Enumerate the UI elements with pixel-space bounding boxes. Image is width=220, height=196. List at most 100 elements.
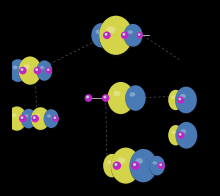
Ellipse shape: [176, 122, 197, 149]
Circle shape: [87, 96, 88, 98]
Ellipse shape: [95, 30, 101, 34]
Circle shape: [34, 67, 41, 74]
Ellipse shape: [31, 107, 51, 131]
Ellipse shape: [106, 26, 116, 33]
Ellipse shape: [136, 158, 143, 164]
Ellipse shape: [21, 109, 37, 129]
Circle shape: [159, 163, 164, 168]
Circle shape: [86, 96, 89, 99]
Circle shape: [21, 68, 24, 72]
Circle shape: [179, 133, 182, 136]
Circle shape: [115, 164, 117, 166]
Ellipse shape: [13, 65, 18, 69]
Ellipse shape: [47, 114, 51, 118]
Circle shape: [105, 33, 108, 36]
Ellipse shape: [130, 149, 157, 182]
Ellipse shape: [175, 86, 198, 114]
Ellipse shape: [11, 113, 17, 117]
Ellipse shape: [168, 90, 183, 110]
Ellipse shape: [176, 122, 198, 150]
Ellipse shape: [129, 149, 158, 184]
Ellipse shape: [37, 60, 53, 82]
Ellipse shape: [9, 59, 27, 83]
Circle shape: [47, 69, 50, 71]
Ellipse shape: [128, 30, 133, 34]
Ellipse shape: [44, 109, 59, 128]
Ellipse shape: [31, 107, 50, 130]
Circle shape: [21, 116, 24, 120]
Ellipse shape: [18, 56, 42, 86]
Circle shape: [20, 67, 26, 74]
Circle shape: [36, 69, 38, 71]
Ellipse shape: [44, 109, 59, 129]
Ellipse shape: [103, 154, 121, 177]
Circle shape: [137, 33, 142, 38]
Circle shape: [179, 98, 181, 100]
Circle shape: [134, 164, 136, 166]
Ellipse shape: [91, 23, 112, 49]
Circle shape: [54, 117, 56, 119]
Ellipse shape: [124, 24, 143, 48]
Circle shape: [103, 96, 107, 99]
Circle shape: [123, 33, 126, 36]
Circle shape: [122, 32, 128, 38]
Ellipse shape: [99, 15, 134, 57]
Circle shape: [133, 163, 137, 167]
Circle shape: [33, 117, 35, 119]
Ellipse shape: [125, 85, 146, 111]
Ellipse shape: [91, 23, 111, 47]
Ellipse shape: [99, 16, 132, 55]
Ellipse shape: [168, 125, 183, 145]
Ellipse shape: [168, 125, 184, 146]
Ellipse shape: [113, 91, 120, 96]
Ellipse shape: [107, 82, 134, 114]
Circle shape: [178, 132, 184, 138]
Ellipse shape: [35, 113, 40, 117]
Circle shape: [46, 68, 51, 73]
Ellipse shape: [107, 160, 112, 164]
Circle shape: [35, 68, 38, 72]
Circle shape: [85, 95, 92, 101]
Circle shape: [178, 97, 183, 103]
Circle shape: [114, 163, 118, 167]
Ellipse shape: [124, 24, 143, 47]
Circle shape: [105, 34, 107, 35]
Circle shape: [104, 32, 110, 38]
Ellipse shape: [19, 56, 41, 85]
Ellipse shape: [149, 156, 166, 176]
Ellipse shape: [9, 59, 27, 82]
Circle shape: [104, 96, 106, 98]
Circle shape: [21, 69, 23, 71]
Ellipse shape: [125, 85, 147, 112]
Ellipse shape: [171, 95, 176, 99]
Circle shape: [160, 164, 162, 166]
Ellipse shape: [37, 60, 52, 81]
Circle shape: [138, 34, 141, 36]
Circle shape: [178, 98, 182, 101]
Circle shape: [33, 116, 36, 120]
Ellipse shape: [175, 87, 197, 113]
Circle shape: [123, 34, 125, 35]
Ellipse shape: [103, 154, 122, 178]
Ellipse shape: [24, 64, 30, 69]
Ellipse shape: [171, 131, 176, 134]
Circle shape: [179, 133, 181, 135]
Circle shape: [113, 162, 120, 169]
Circle shape: [21, 117, 23, 119]
Circle shape: [160, 164, 161, 166]
Circle shape: [138, 34, 140, 35]
Ellipse shape: [7, 106, 28, 132]
Circle shape: [103, 95, 109, 101]
Circle shape: [54, 117, 56, 119]
Ellipse shape: [180, 94, 186, 99]
Ellipse shape: [130, 92, 135, 97]
Ellipse shape: [149, 156, 165, 175]
Ellipse shape: [111, 147, 142, 185]
Circle shape: [32, 115, 38, 122]
Ellipse shape: [168, 90, 184, 111]
Circle shape: [48, 69, 49, 71]
Ellipse shape: [7, 106, 27, 131]
Ellipse shape: [40, 66, 44, 70]
Ellipse shape: [107, 82, 135, 115]
Circle shape: [132, 162, 139, 169]
